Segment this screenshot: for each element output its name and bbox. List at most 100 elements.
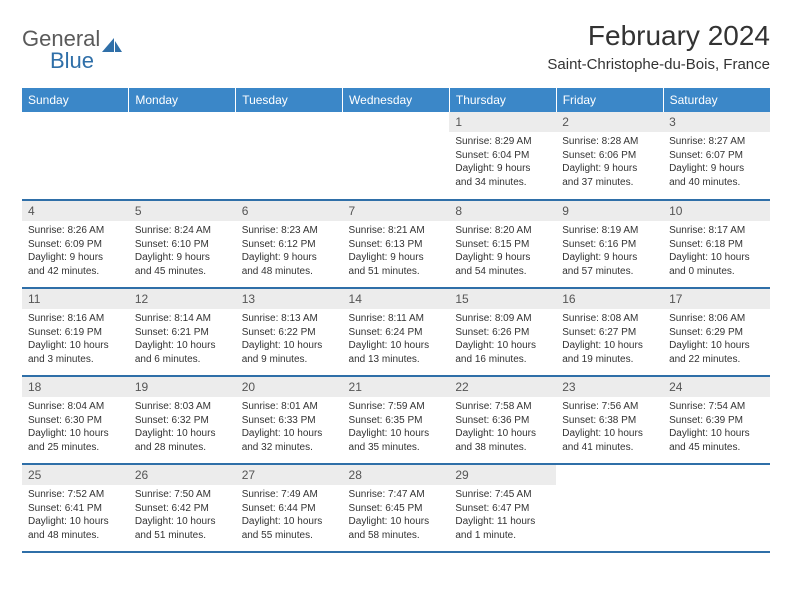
day-info: Sunrise: 7:47 AMSunset: 6:45 PMDaylight:… [343,485,450,546]
location-label: Saint-Christophe-du-Bois, France [547,56,770,73]
day-info: Sunrise: 7:54 AMSunset: 6:39 PMDaylight:… [663,397,770,458]
day-info-line: Sunrise: 8:01 AM [242,400,337,414]
calendar-day: 25Sunrise: 7:52 AMSunset: 6:41 PMDayligh… [22,464,129,552]
day-info-line: Sunset: 6:36 PM [455,414,550,428]
day-info-line: Daylight: 10 hours [242,427,337,441]
day-number: 24 [663,377,770,397]
day-number: 13 [236,289,343,309]
day-info-line: Daylight: 9 hours [455,251,550,265]
day-info-line: Daylight: 10 hours [242,515,337,529]
calendar-week: 25Sunrise: 7:52 AMSunset: 6:41 PMDayligh… [22,464,770,552]
day-number: 6 [236,201,343,221]
day-info-line: Daylight: 10 hours [669,339,764,353]
day-info-line: Sunset: 6:16 PM [562,238,657,252]
calendar-header-row: SundayMondayTuesdayWednesdayThursdayFrid… [22,88,770,112]
day-info-line: Sunset: 6:45 PM [349,502,444,516]
day-info-line: Sunset: 6:19 PM [28,326,123,340]
day-info-line: Daylight: 10 hours [349,427,444,441]
day-info-line: and 42 minutes. [28,265,123,279]
day-header: Friday [556,88,663,112]
day-info: Sunrise: 8:24 AMSunset: 6:10 PMDaylight:… [129,221,236,282]
day-info-line: Sunrise: 8:16 AM [28,312,123,326]
day-info-line: Sunrise: 8:29 AM [455,135,550,149]
day-info: Sunrise: 8:20 AMSunset: 6:15 PMDaylight:… [449,221,556,282]
day-number: 23 [556,377,663,397]
day-info-line: Sunrise: 8:28 AM [562,135,657,149]
calendar-day: 27Sunrise: 7:49 AMSunset: 6:44 PMDayligh… [236,464,343,552]
day-info-line: Sunset: 6:26 PM [455,326,550,340]
day-info-line: Sunrise: 8:21 AM [349,224,444,238]
day-info-line: Daylight: 10 hours [242,339,337,353]
day-info-line: Sunrise: 7:50 AM [135,488,230,502]
calendar-week: 1Sunrise: 8:29 AMSunset: 6:04 PMDaylight… [22,112,770,200]
day-info-line: and 51 minutes. [349,265,444,279]
day-number: 15 [449,289,556,309]
day-info-line: Daylight: 10 hours [135,427,230,441]
day-number: 26 [129,465,236,485]
day-info-line: Sunset: 6:38 PM [562,414,657,428]
day-number: 27 [236,465,343,485]
day-number: 19 [129,377,236,397]
day-info-line: Daylight: 11 hours [455,515,550,529]
calendar-day: 18Sunrise: 8:04 AMSunset: 6:30 PMDayligh… [22,376,129,464]
day-info-line: Sunrise: 8:17 AM [669,224,764,238]
day-info-line: Sunrise: 7:49 AM [242,488,337,502]
day-info: Sunrise: 7:45 AMSunset: 6:47 PMDaylight:… [449,485,556,546]
day-header: Tuesday [236,88,343,112]
day-info: Sunrise: 7:58 AMSunset: 6:36 PMDaylight:… [449,397,556,458]
day-info-line: Sunset: 6:41 PM [28,502,123,516]
day-info-line: Daylight: 10 hours [562,427,657,441]
day-info-line: and 16 minutes. [455,353,550,367]
day-info-line: Sunrise: 7:59 AM [349,400,444,414]
day-info-line: Sunset: 6:42 PM [135,502,230,516]
day-info-line: Sunrise: 7:58 AM [455,400,550,414]
day-info-line: Daylight: 9 hours [28,251,123,265]
brand-logo: GeneralBlue [22,26,122,74]
day-info-line: and 41 minutes. [562,441,657,455]
day-info-line: Daylight: 10 hours [455,339,550,353]
calendar-empty [22,112,129,200]
day-info-line: Sunrise: 8:26 AM [28,224,123,238]
brand-triangle-icon [102,36,122,52]
day-number: 22 [449,377,556,397]
calendar-day: 16Sunrise: 8:08 AMSunset: 6:27 PMDayligh… [556,288,663,376]
day-info-line: Daylight: 10 hours [669,427,764,441]
day-info: Sunrise: 8:17 AMSunset: 6:18 PMDaylight:… [663,221,770,282]
day-info-line: and 45 minutes. [669,441,764,455]
day-info-line: Sunset: 6:32 PM [135,414,230,428]
day-info: Sunrise: 8:01 AMSunset: 6:33 PMDaylight:… [236,397,343,458]
day-number: 16 [556,289,663,309]
day-info-line: Daylight: 10 hours [349,339,444,353]
month-title: February 2024 [547,20,770,52]
calendar-day: 2Sunrise: 8:28 AMSunset: 6:06 PMDaylight… [556,112,663,200]
day-info-line: and 45 minutes. [135,265,230,279]
page-header: GeneralBlue February 2024 Saint-Christop… [22,20,770,74]
day-info-line: and 38 minutes. [455,441,550,455]
day-info-line: Daylight: 9 hours [242,251,337,265]
day-info-line: Sunrise: 8:04 AM [28,400,123,414]
day-info-line: and 55 minutes. [242,529,337,543]
day-info-line: Sunset: 6:09 PM [28,238,123,252]
day-info-line: and 0 minutes. [669,265,764,279]
day-info-line: and 58 minutes. [349,529,444,543]
day-info: Sunrise: 8:21 AMSunset: 6:13 PMDaylight:… [343,221,450,282]
day-info-line: Sunset: 6:07 PM [669,149,764,163]
calendar-table: SundayMondayTuesdayWednesdayThursdayFrid… [22,88,770,553]
day-number: 5 [129,201,236,221]
day-info-line: Sunset: 6:04 PM [455,149,550,163]
calendar-day: 11Sunrise: 8:16 AMSunset: 6:19 PMDayligh… [22,288,129,376]
calendar-day: 24Sunrise: 7:54 AMSunset: 6:39 PMDayligh… [663,376,770,464]
day-info: Sunrise: 8:19 AMSunset: 6:16 PMDaylight:… [556,221,663,282]
calendar-day: 1Sunrise: 8:29 AMSunset: 6:04 PMDaylight… [449,112,556,200]
day-info-line: Sunrise: 8:09 AM [455,312,550,326]
day-info: Sunrise: 7:52 AMSunset: 6:41 PMDaylight:… [22,485,129,546]
day-info-line: Daylight: 9 hours [455,162,550,176]
day-info: Sunrise: 8:26 AMSunset: 6:09 PMDaylight:… [22,221,129,282]
day-number: 10 [663,201,770,221]
calendar-empty [556,464,663,552]
day-info-line: and 35 minutes. [349,441,444,455]
day-info-line: Sunrise: 7:47 AM [349,488,444,502]
calendar-day: 19Sunrise: 8:03 AMSunset: 6:32 PMDayligh… [129,376,236,464]
calendar-day: 29Sunrise: 7:45 AMSunset: 6:47 PMDayligh… [449,464,556,552]
day-info: Sunrise: 8:28 AMSunset: 6:06 PMDaylight:… [556,132,663,193]
